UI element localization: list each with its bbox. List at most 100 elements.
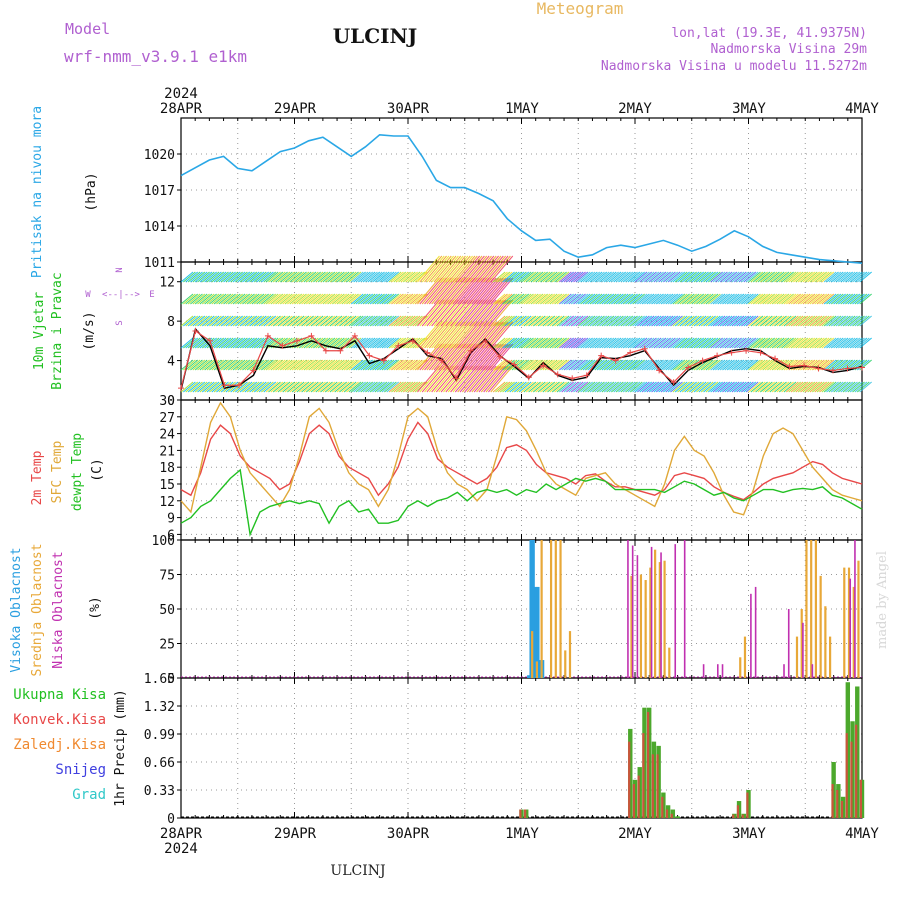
- wind-barb: [556, 271, 570, 283]
- wind-barb: [407, 315, 421, 327]
- wind-barb: [689, 271, 702, 283]
- wind-barb: [575, 337, 589, 349]
- wind-barb: [487, 255, 511, 283]
- wind-barb: [835, 381, 849, 393]
- wind-barb: [287, 359, 300, 371]
- wind-gust-marker: [424, 349, 431, 356]
- year-label-top: 2024: [164, 86, 198, 102]
- wind-barb: [689, 337, 702, 349]
- wind-barb: [268, 293, 281, 305]
- wind-barb: [561, 271, 575, 283]
- wind-barb: [608, 359, 622, 371]
- wind-barb: [525, 337, 539, 349]
- wind-barb: [199, 271, 213, 283]
- wind-barb: [819, 293, 832, 305]
- wind-barb: [525, 315, 539, 327]
- wind-barb: [606, 337, 619, 349]
- top-x-axis-labels: 28APR 29APR 30APR 1MAY 2MAY 3MAY 4MAY: [160, 101, 880, 117]
- wind-barb: [277, 359, 291, 371]
- wind-barb: [317, 293, 331, 305]
- wind-barb: [750, 271, 764, 283]
- wind-barb: [852, 271, 865, 283]
- wind-barb: [327, 271, 340, 283]
- wind-unit: (m/s): [82, 311, 97, 350]
- wind-barb: [384, 337, 397, 349]
- wind-barb: [194, 271, 208, 283]
- wind-barb: [771, 381, 785, 393]
- wind-barb: [298, 271, 312, 283]
- wind-barb: [549, 337, 563, 349]
- wind-barb: [648, 337, 662, 349]
- wind-barb: [386, 315, 400, 327]
- wind-barb: [790, 315, 804, 327]
- wind-barb: [270, 315, 284, 327]
- wind-barb: [365, 293, 378, 305]
- wind-barb: [554, 271, 567, 283]
- wind-barb: [811, 337, 825, 349]
- wind-barb: [180, 381, 194, 393]
- bottom-x-axis-labels: 28APR 29APR 30APR 1MAY 2MAY 3MAY 4MAY: [160, 826, 880, 842]
- wind-barb: [239, 271, 253, 283]
- wind-barb: [433, 277, 457, 305]
- wind-barb: [476, 299, 499, 327]
- wind-barb: [341, 381, 355, 393]
- wind-barb: [755, 337, 768, 349]
- wind-barb: [705, 381, 719, 393]
- wind-barb: [270, 381, 284, 393]
- wind-barb: [674, 381, 688, 393]
- wind-barb: [776, 381, 790, 393]
- wind-barb: [762, 293, 776, 305]
- legend-hail: Grad: [72, 787, 106, 803]
- wind-barb: [525, 271, 539, 283]
- wind-barb: [634, 381, 648, 393]
- wind-barb: [651, 359, 664, 371]
- wind-barb: [644, 271, 657, 283]
- wind-barb: [180, 315, 194, 327]
- wind-barb: [629, 315, 643, 327]
- wind-barb: [187, 359, 201, 371]
- wind-barb: [334, 315, 348, 327]
- wind-barb: [504, 293, 518, 305]
- wind-barb: [554, 293, 567, 305]
- wind-barb: [346, 315, 359, 327]
- mid-cloud-bar: [828, 636, 832, 678]
- wind-barb: [237, 293, 251, 305]
- wind-barb: [663, 359, 676, 371]
- wind-barb: [672, 381, 686, 393]
- wind-barb: [703, 337, 716, 349]
- wind-barb: [859, 315, 872, 327]
- wind-barb: [315, 337, 329, 349]
- wind-barb: [485, 299, 509, 327]
- wind-barb: [289, 359, 303, 371]
- wind-barb: [201, 359, 215, 371]
- wind-barb: [733, 271, 747, 283]
- pressure-line: [180, 133, 863, 264]
- wind-barb: [388, 359, 402, 371]
- wind-barb: [379, 337, 392, 349]
- wind-barb: [646, 271, 660, 283]
- wind-barb: [220, 315, 234, 327]
- wind-barb: [797, 315, 811, 327]
- wind-barb: [251, 293, 265, 305]
- wind-gust-marker: [322, 347, 329, 354]
- wind-barb: [584, 381, 598, 393]
- wind-barb: [592, 293, 605, 305]
- x-tick-label: 1MAY: [505, 101, 539, 117]
- wind-barb: [788, 293, 802, 305]
- wind-barb: [653, 381, 667, 393]
- wind-barb: [499, 293, 513, 305]
- wind-barb: [738, 359, 752, 371]
- wind-barb: [265, 271, 279, 283]
- wind-barb: [679, 315, 693, 327]
- wind-barb: [618, 337, 631, 349]
- wind-barb: [551, 381, 565, 393]
- wind-barb: [495, 293, 508, 305]
- wind-barb: [315, 359, 329, 371]
- wind-barb: [313, 381, 326, 393]
- wind-barb: [511, 315, 525, 327]
- wind-barb: [279, 271, 293, 283]
- low-cloud-bar: [627, 540, 629, 678]
- wind-barb: [473, 255, 497, 283]
- wind-barb: [341, 293, 355, 305]
- wind-barb: [618, 359, 631, 371]
